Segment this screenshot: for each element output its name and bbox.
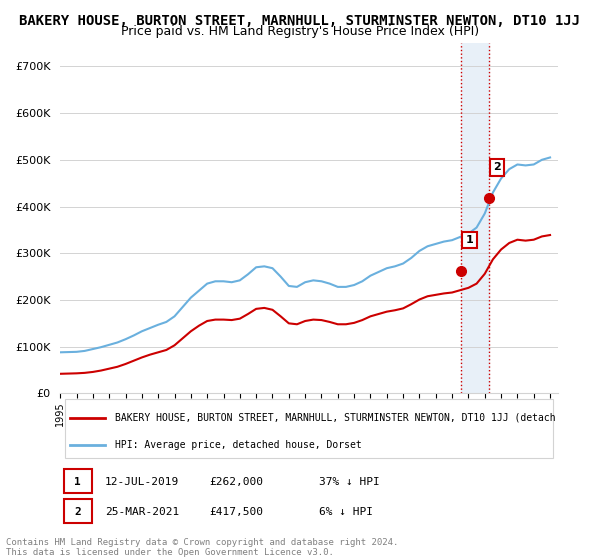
FancyBboxPatch shape	[64, 469, 92, 493]
FancyBboxPatch shape	[65, 399, 553, 458]
Text: £262,000: £262,000	[209, 477, 263, 487]
Text: Contains HM Land Registry data © Crown copyright and database right 2024.
This d: Contains HM Land Registry data © Crown c…	[6, 538, 398, 557]
Text: BAKERY HOUSE, BURTON STREET, MARNHULL, STURMINSTER NEWTON, DT10 1JJ: BAKERY HOUSE, BURTON STREET, MARNHULL, S…	[19, 14, 581, 28]
Text: 2: 2	[74, 507, 81, 517]
Text: 6% ↓ HPI: 6% ↓ HPI	[319, 507, 373, 517]
Text: 12-JUL-2019: 12-JUL-2019	[105, 477, 179, 487]
Text: 37% ↓ HPI: 37% ↓ HPI	[319, 477, 380, 487]
Text: Price paid vs. HM Land Registry's House Price Index (HPI): Price paid vs. HM Land Registry's House …	[121, 25, 479, 38]
Text: 2: 2	[493, 162, 501, 172]
Text: 25-MAR-2021: 25-MAR-2021	[105, 507, 179, 517]
Text: BAKERY HOUSE, BURTON STREET, MARNHULL, STURMINSTER NEWTON, DT10 1JJ (detach: BAKERY HOUSE, BURTON STREET, MARNHULL, S…	[115, 413, 556, 423]
Text: £417,500: £417,500	[209, 507, 263, 517]
FancyBboxPatch shape	[64, 498, 92, 523]
Bar	[461, 43, 488, 394]
Text: HPI: Average price, detached house, Dorset: HPI: Average price, detached house, Dors…	[115, 440, 362, 450]
Text: 1: 1	[74, 477, 81, 487]
Text: 1: 1	[466, 235, 473, 245]
